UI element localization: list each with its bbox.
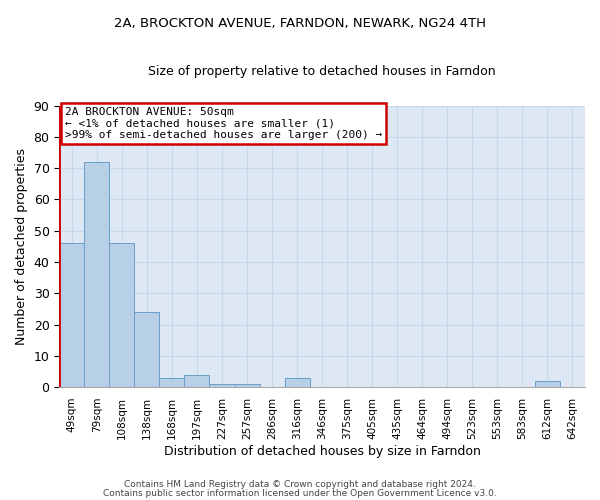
Bar xyxy=(85,162,109,387)
Text: Contains public sector information licensed under the Open Government Licence v3: Contains public sector information licen… xyxy=(103,488,497,498)
Bar xyxy=(184,374,209,387)
Title: Size of property relative to detached houses in Farndon: Size of property relative to detached ho… xyxy=(148,65,496,78)
Bar xyxy=(209,384,235,387)
Text: 2A, BROCKTON AVENUE, FARNDON, NEWARK, NG24 4TH: 2A, BROCKTON AVENUE, FARNDON, NEWARK, NG… xyxy=(114,18,486,30)
Bar xyxy=(535,381,560,387)
Bar xyxy=(109,243,134,387)
Text: Contains HM Land Registry data © Crown copyright and database right 2024.: Contains HM Land Registry data © Crown c… xyxy=(124,480,476,489)
X-axis label: Distribution of detached houses by size in Farndon: Distribution of detached houses by size … xyxy=(164,444,481,458)
Y-axis label: Number of detached properties: Number of detached properties xyxy=(15,148,28,345)
Bar xyxy=(160,378,184,387)
Text: 2A BROCKTON AVENUE: 50sqm
← <1% of detached houses are smaller (1)
>99% of semi-: 2A BROCKTON AVENUE: 50sqm ← <1% of detac… xyxy=(65,107,382,140)
Bar xyxy=(235,384,260,387)
Bar xyxy=(134,312,160,387)
Bar xyxy=(284,378,310,387)
Bar xyxy=(59,243,85,387)
